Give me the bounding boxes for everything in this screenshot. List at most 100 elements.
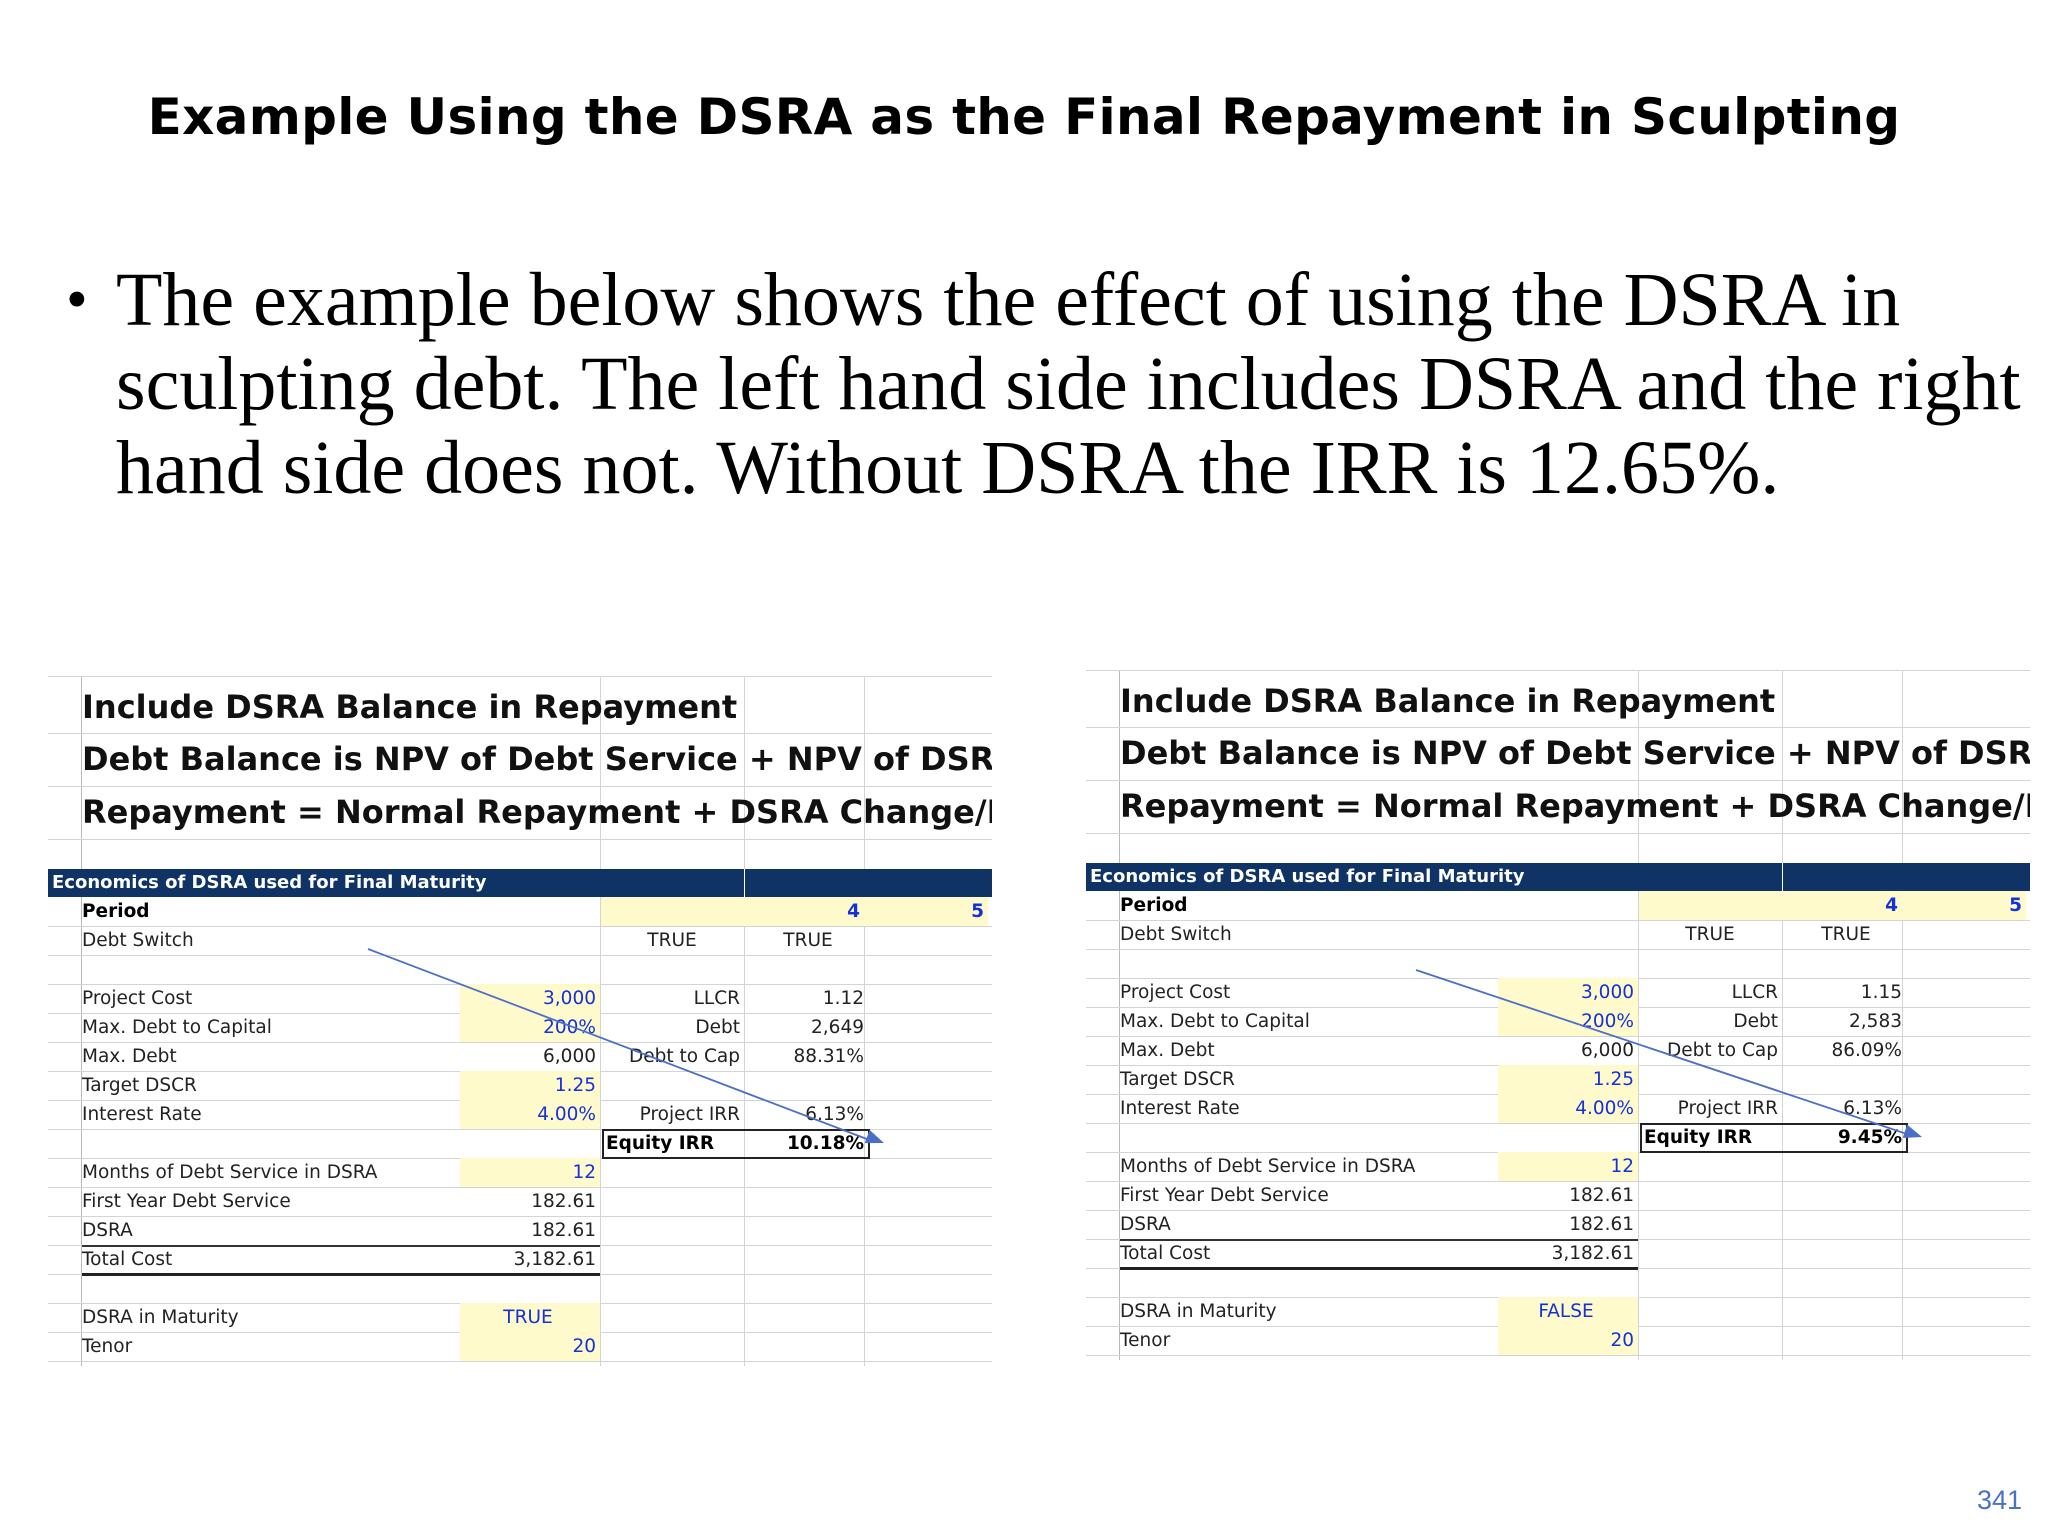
grid-row-line — [48, 786, 992, 787]
period-4: 4 — [847, 901, 860, 922]
row-label: First Year Debt Service — [1120, 1185, 1329, 1206]
row-value: 20 — [572, 1336, 596, 1357]
page-number: 341 — [1976, 1485, 2022, 1515]
total-top-border — [1120, 1239, 1638, 1241]
bullet-text: The example below shows the effect of us… — [116, 258, 2021, 510]
row-value: 6,000 — [1581, 1040, 1634, 1061]
section-band: Economics of DSRA used for Final Maturit… — [1086, 863, 2030, 891]
band-separator — [744, 869, 745, 897]
row-value: 200% — [543, 1017, 596, 1038]
input-cell-fill — [1498, 1326, 1638, 1355]
metric-label: Debt to Cap — [629, 1046, 740, 1067]
row-label: Max. Debt — [1120, 1040, 1215, 1061]
period-header-fill — [601, 897, 988, 926]
equity-irr-box — [1640, 1123, 1908, 1153]
input-cell-fill — [1498, 1152, 1638, 1181]
row-label: First Year Debt Service — [82, 1191, 291, 1212]
grid-row-line — [48, 839, 992, 840]
row-label: Interest Rate — [82, 1104, 202, 1125]
sheet-heading-3: Repayment = Normal Repayment + DSRA Chan… — [82, 793, 992, 831]
period-4: 4 — [1885, 895, 1898, 916]
row-value: 1.25 — [1592, 1069, 1634, 1090]
row-label: DSRA in Maturity — [82, 1307, 239, 1328]
grid-row-line — [1086, 670, 2030, 671]
section-band-title: Economics of DSRA used for Final Maturit… — [1090, 866, 1525, 887]
grid-row-line — [1086, 833, 2030, 834]
input-cell-fill — [460, 1332, 600, 1361]
row-label: Target DSCR — [82, 1075, 197, 1096]
sheet-heading-2: Debt Balance is NPV of Debt Service + NP… — [82, 740, 992, 778]
row-label: Period — [1120, 895, 1188, 916]
row-value: 182.61 — [531, 1220, 596, 1241]
debt-switch-4: TRUE — [647, 930, 697, 951]
row-value: FALSE — [1538, 1301, 1594, 1322]
slide-title: Example Using the DSRA as the Final Repa… — [147, 88, 1901, 146]
period-header-fill — [1639, 891, 2026, 920]
sheet-heading-1: Include DSRA Balance in Repayment — [1120, 682, 1776, 720]
row-value: 3,000 — [543, 988, 596, 1009]
row-value: 182.61 — [531, 1191, 596, 1212]
debt-switch-5: TRUE — [1821, 924, 1871, 945]
grid-row-line — [1086, 780, 2030, 781]
metric-label: Project IRR — [639, 1104, 740, 1125]
row-label: Months of Debt Service in DSRA — [1120, 1156, 1416, 1177]
row-label: Target DSCR — [1120, 1069, 1235, 1090]
metric-label: LLCR — [1731, 982, 1778, 1003]
row-label: Max. Debt to Capital — [82, 1017, 272, 1038]
sheet-heading-3: Repayment = Normal Repayment + DSRA Chan… — [1120, 787, 2030, 825]
row-value: 3,000 — [1581, 982, 1634, 1003]
debt-switch-5: TRUE — [783, 930, 833, 951]
row-value: 4.00% — [1575, 1098, 1634, 1119]
grid-row-line — [48, 1187, 992, 1188]
band-separator — [1782, 863, 1783, 891]
grid-col-line — [1119, 670, 1120, 1360]
right-spreadsheet: Include DSRA Balance in Repayment Debt Ba… — [1086, 670, 2030, 1360]
row-value: 1.25 — [554, 1075, 596, 1096]
row-value: 182.61 — [1569, 1185, 1634, 1206]
row-label: Project Cost — [82, 988, 193, 1009]
grid-row-line — [48, 1216, 992, 1217]
row-label: DSRA — [82, 1220, 133, 1241]
row-value: 12 — [1610, 1156, 1634, 1177]
period-5: 5 — [971, 901, 984, 922]
row-label: Tenor — [1120, 1330, 1171, 1351]
metric-value: 2,583 — [1849, 1011, 1902, 1032]
row-label: Interest Rate — [1120, 1098, 1240, 1119]
total-bottom-border — [1120, 1267, 1638, 1270]
row-value: 4.00% — [537, 1104, 596, 1125]
input-cell-fill — [1498, 1297, 1638, 1326]
section-band-title: Economics of DSRA used for Final Maturit… — [52, 872, 487, 893]
row-value: 182.61 — [1569, 1214, 1634, 1235]
metric-value: 1.15 — [1860, 982, 1902, 1003]
row-value: TRUE — [503, 1307, 553, 1328]
row-label: Project Cost — [1120, 982, 1231, 1003]
grid-col-line — [864, 676, 865, 1366]
equity-irr-box — [602, 1129, 870, 1159]
sheet-heading-2: Debt Balance is NPV of Debt Service + NP… — [1120, 734, 2030, 772]
grid-row-line — [48, 955, 992, 956]
grid-row-line — [1086, 949, 2030, 950]
row-value: 3,182.61 — [513, 1249, 596, 1270]
row-label: Max. Debt to Capital — [1120, 1011, 1310, 1032]
grid-row-line — [1086, 727, 2030, 728]
metric-value: 6.13% — [805, 1104, 864, 1125]
row-label: Tenor — [82, 1336, 133, 1357]
row-value: 12 — [572, 1162, 596, 1183]
metric-label: Debt — [695, 1017, 740, 1038]
row-label: Total Cost — [82, 1249, 173, 1270]
metric-value: 6.13% — [1843, 1098, 1902, 1119]
total-top-border — [82, 1245, 600, 1247]
section-band: Economics of DSRA used for Final Maturit… — [48, 869, 992, 897]
input-cell-fill — [460, 1158, 600, 1187]
row-label: DSRA in Maturity — [1120, 1301, 1277, 1322]
grid-col-line — [81, 676, 82, 1366]
grid-col-line — [1902, 670, 1903, 1360]
metric-label: Project IRR — [1677, 1098, 1778, 1119]
grid-row-line — [48, 1361, 992, 1362]
row-label: Max. Debt — [82, 1046, 177, 1067]
metric-label: LLCR — [693, 988, 740, 1009]
row-label: Debt Switch — [82, 930, 194, 951]
row-label: Period — [82, 901, 150, 922]
row-value: 3,182.61 — [1551, 1243, 1634, 1264]
debt-switch-4: TRUE — [1685, 924, 1735, 945]
